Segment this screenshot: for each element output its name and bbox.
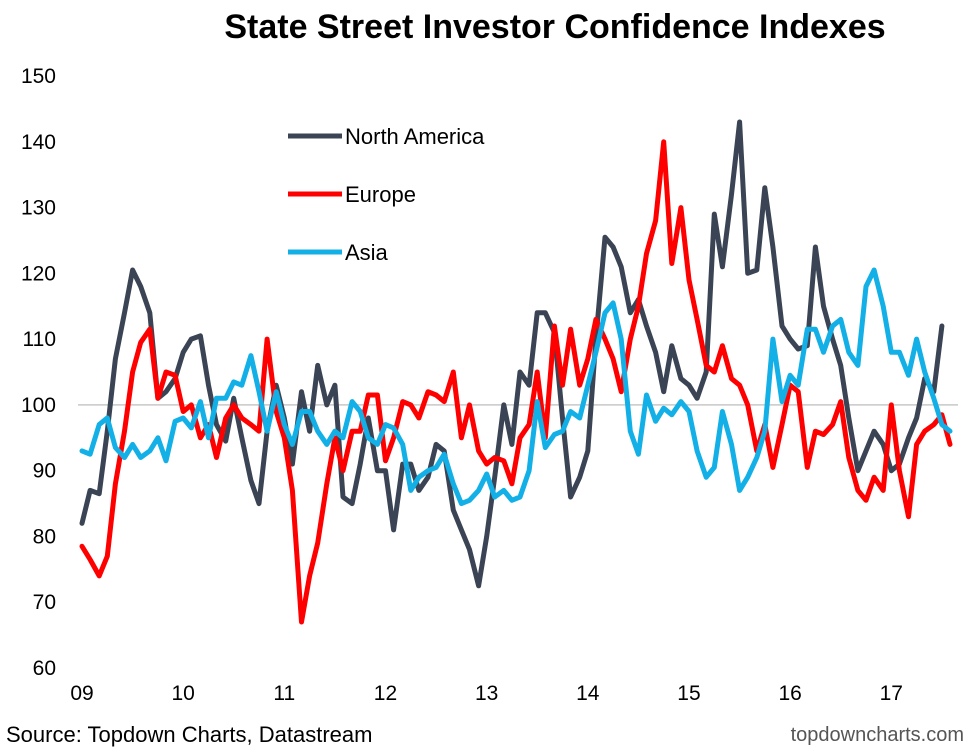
series-line-asia xyxy=(79,267,953,507)
y-tick-label: 150 xyxy=(21,65,56,88)
y-tick-label: 70 xyxy=(33,591,56,614)
y-axis-ticks: 60 70 80 90 100 110 120 130 140 150 xyxy=(21,65,56,680)
y-tick-label: 140 xyxy=(21,131,56,154)
y-tick-label: 100 xyxy=(21,394,56,417)
y-tick-label: 110 xyxy=(23,328,56,351)
x-tick-label: 15 xyxy=(677,682,700,705)
series-layer xyxy=(79,119,953,625)
y-tick-label: 120 xyxy=(21,262,56,285)
brand-watermark: topdowncharts.com xyxy=(790,724,964,746)
x-tick-label: 10 xyxy=(171,682,194,705)
legend: North America Europe Asia xyxy=(288,124,485,265)
legend-label: North America xyxy=(345,124,485,149)
series-line-europe xyxy=(79,139,953,625)
y-tick-label: 60 xyxy=(33,657,56,680)
x-tick-label: 16 xyxy=(778,682,801,705)
x-tick-label: 17 xyxy=(880,682,903,705)
x-tick-label: 09 xyxy=(70,682,93,705)
legend-label: Asia xyxy=(345,240,389,265)
page-title: State Street Investor Confidence Indexes xyxy=(224,8,886,46)
x-axis-ticks: 09 10 11 12 13 14 15 16 17 xyxy=(70,682,903,705)
x-tick-label: 11 xyxy=(273,682,295,705)
series-line-north-america xyxy=(79,119,945,589)
x-tick-label: 14 xyxy=(576,682,600,705)
y-tick-label: 80 xyxy=(33,525,56,548)
x-tick-label: 13 xyxy=(475,682,498,705)
y-tick-label: 130 xyxy=(21,197,56,220)
y-tick-label: 90 xyxy=(33,460,56,483)
legend-label: Europe xyxy=(345,182,416,207)
source-note: Source: Topdown Charts, Datastream xyxy=(6,722,373,747)
x-tick-label: 12 xyxy=(374,682,397,705)
